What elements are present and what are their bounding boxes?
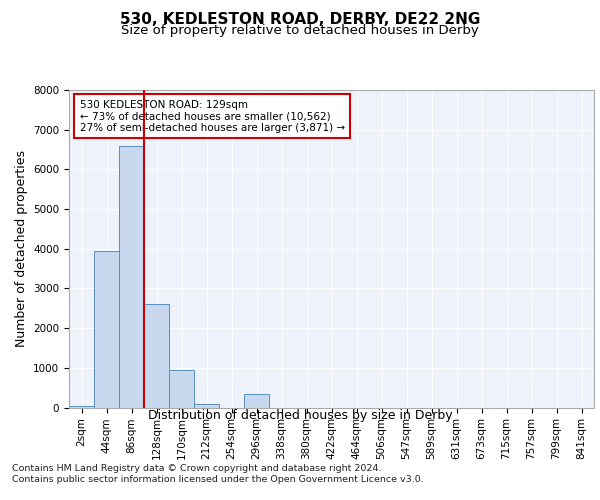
Text: Contains HM Land Registry data © Crown copyright and database right 2024.: Contains HM Land Registry data © Crown c… <box>12 464 382 473</box>
Text: Distribution of detached houses by size in Derby: Distribution of detached houses by size … <box>148 409 452 422</box>
Bar <box>244 394 269 407</box>
Bar <box>144 304 169 408</box>
Bar <box>119 146 144 408</box>
Text: Contains public sector information licensed under the Open Government Licence v3: Contains public sector information licen… <box>12 475 424 484</box>
Y-axis label: Number of detached properties: Number of detached properties <box>14 150 28 347</box>
Bar <box>94 250 119 408</box>
Bar <box>194 404 219 407</box>
Text: 530, KEDLESTON ROAD, DERBY, DE22 2NG: 530, KEDLESTON ROAD, DERBY, DE22 2NG <box>120 12 480 28</box>
Text: 530 KEDLESTON ROAD: 129sqm
← 73% of detached houses are smaller (10,562)
27% of : 530 KEDLESTON ROAD: 129sqm ← 73% of deta… <box>79 100 344 132</box>
Bar <box>69 406 94 407</box>
Bar <box>169 370 194 408</box>
Text: Size of property relative to detached houses in Derby: Size of property relative to detached ho… <box>121 24 479 37</box>
